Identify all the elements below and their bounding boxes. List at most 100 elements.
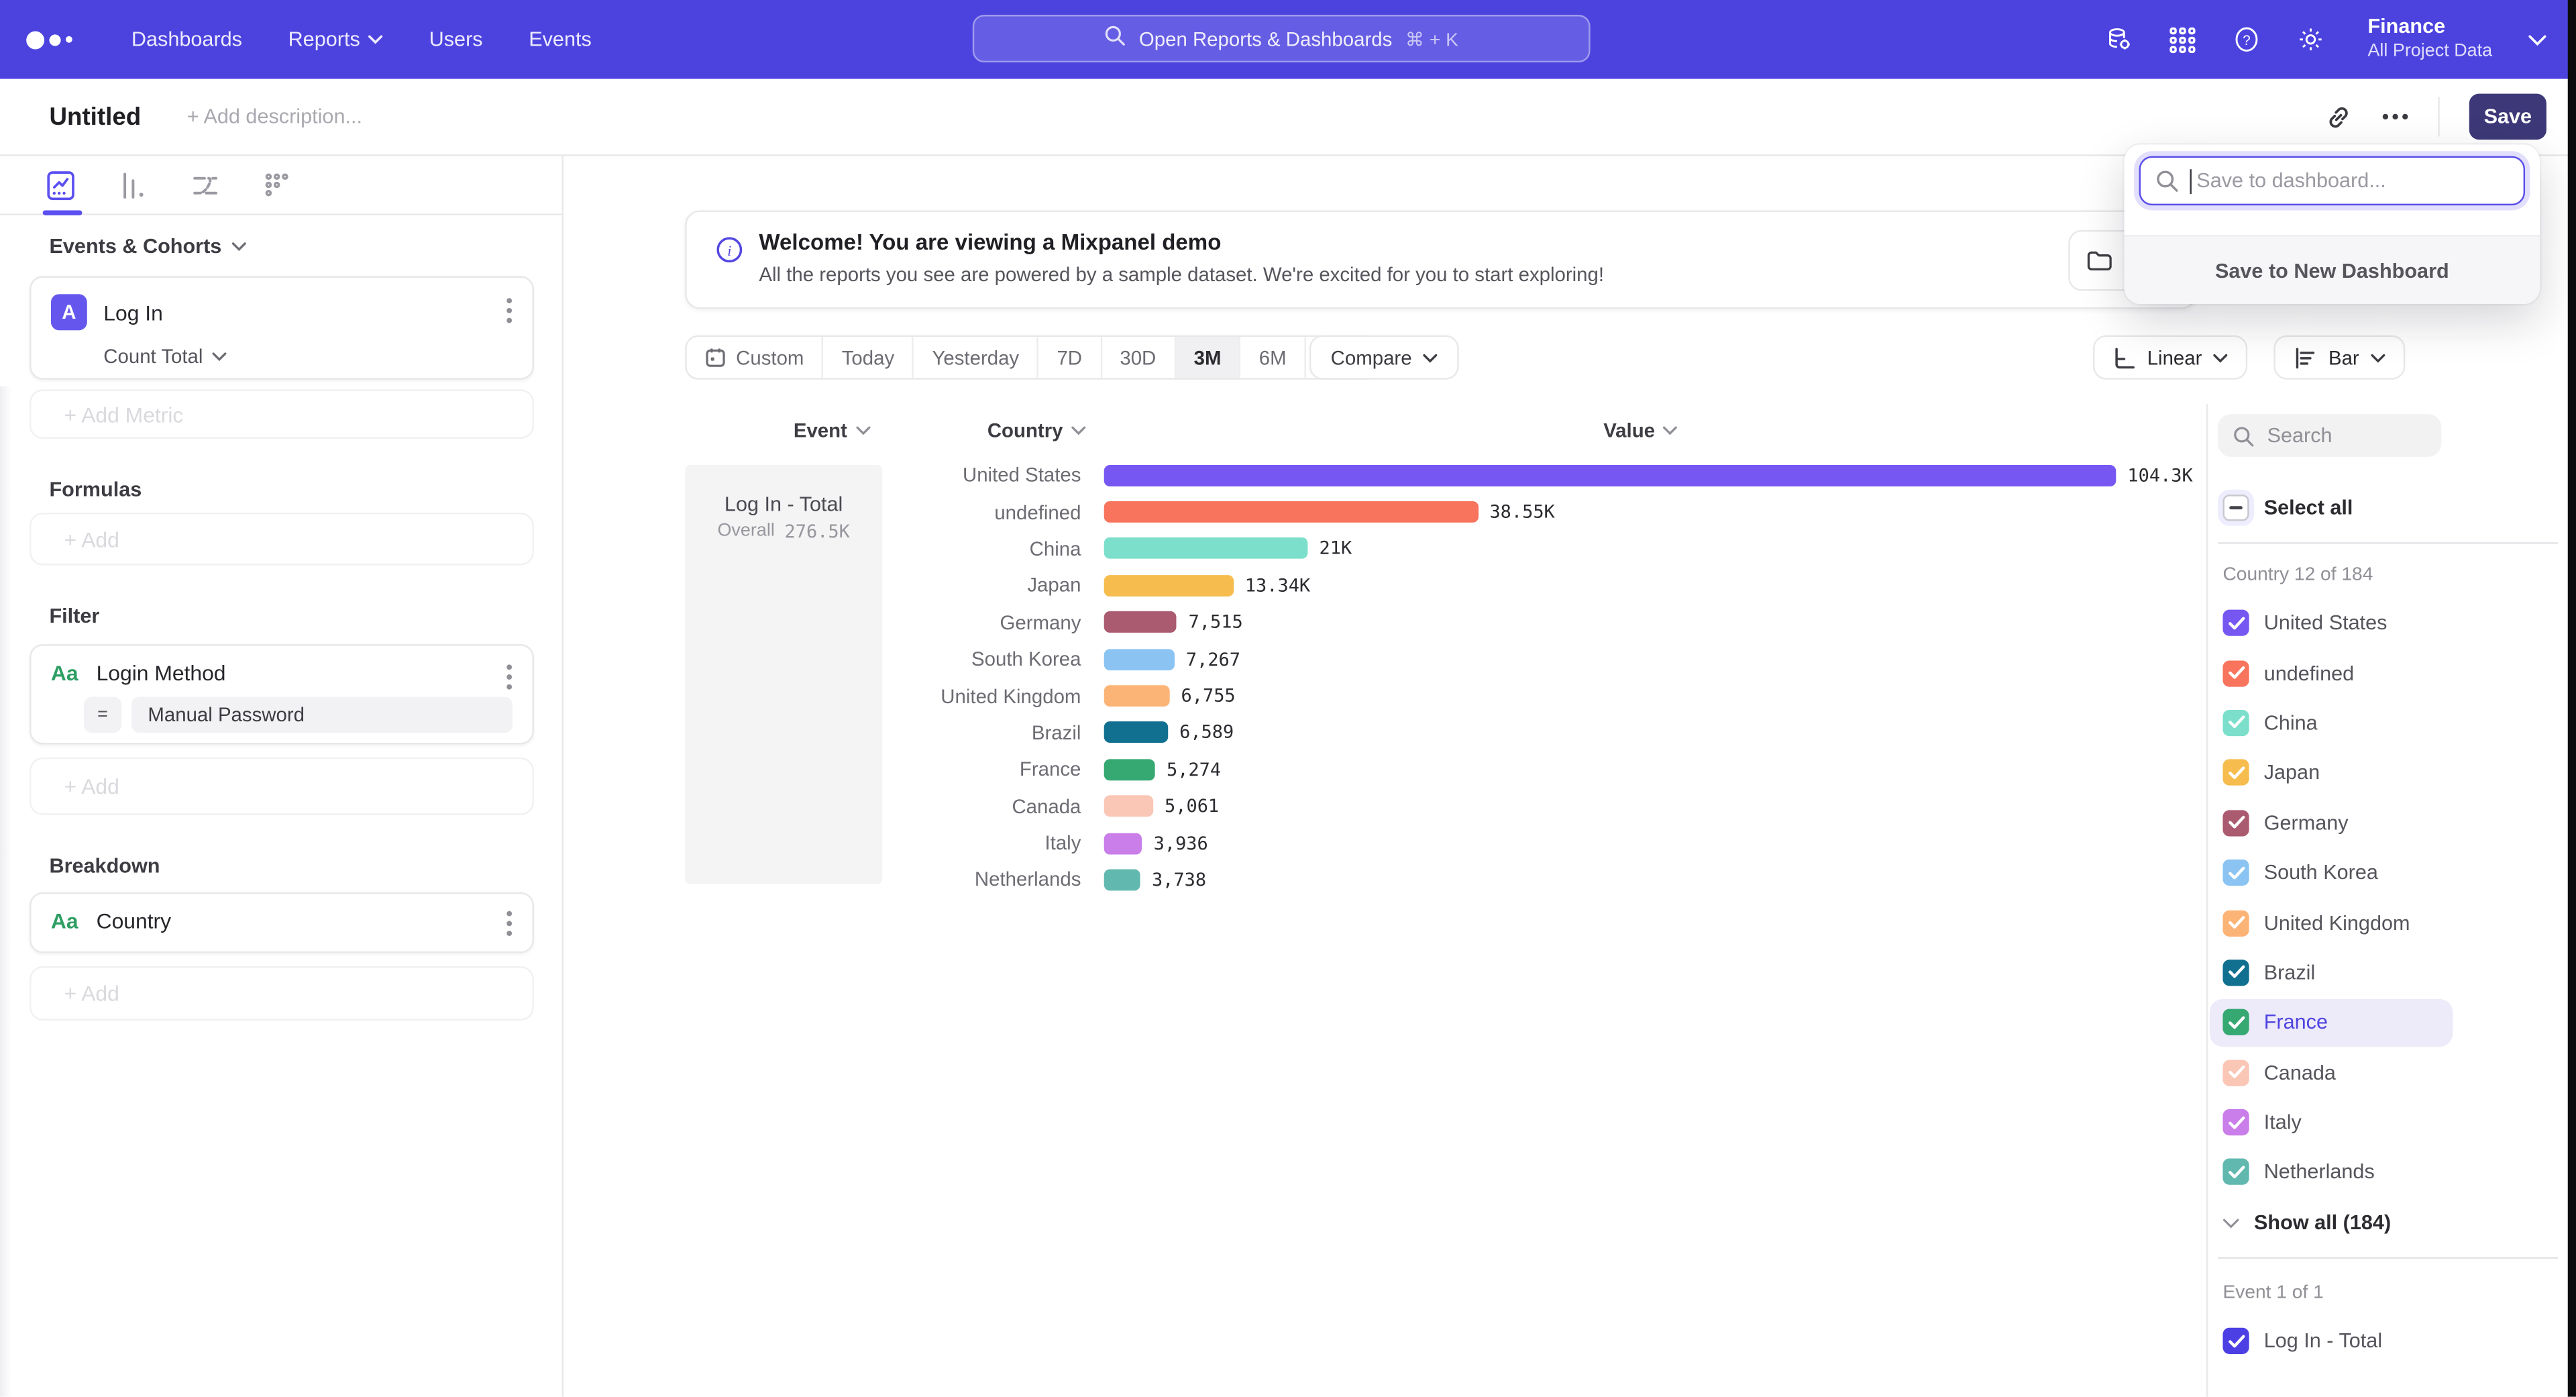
show-all-button[interactable]: Show all (184) (2222, 1211, 2391, 1234)
bar[interactable] (1104, 685, 1170, 707)
checked-checkbox-icon[interactable] (2222, 960, 2249, 986)
range-custom[interactable]: Custom (687, 337, 824, 378)
funnels-tab-icon[interactable] (115, 167, 151, 203)
event-name[interactable]: Log In (103, 299, 163, 325)
bar[interactable] (1104, 832, 1142, 854)
checked-checkbox-icon[interactable] (2222, 1059, 2249, 1086)
event-series-list: Log In - Total (2208, 1316, 2569, 1366)
checked-checkbox-icon[interactable] (2222, 1009, 2249, 1036)
series-checkbox-item[interactable]: Netherlands (2208, 1147, 2569, 1197)
project-chevron-down-icon[interactable] (2528, 34, 2546, 45)
column-header-country[interactable]: Country (987, 419, 1086, 442)
series-checkbox-item[interactable]: Log In - Total (2208, 1316, 2569, 1366)
indeterminate-checkbox-icon (2222, 495, 2249, 521)
select-all-checkbox[interactable]: Select all (2222, 495, 2353, 521)
bar[interactable] (1104, 611, 1177, 633)
project-switcher[interactable]: Finance All Project Data (2367, 15, 2492, 64)
range-today[interactable]: Today (824, 337, 914, 378)
range-3m-active[interactable]: 3M (1175, 337, 1241, 378)
checked-checkbox-icon[interactable] (2222, 909, 2249, 936)
series-checkbox-item[interactable]: United States (2208, 598, 2569, 648)
range-7d[interactable]: 7D (1039, 337, 1102, 378)
bar-value-label: 6,589 (1179, 722, 1234, 743)
range-6m[interactable]: 6M (1241, 337, 1306, 378)
series-checkbox-item[interactable]: Germany (2208, 798, 2569, 847)
add-metric-button[interactable]: + Add Metric (30, 389, 534, 439)
bar[interactable] (1104, 501, 1479, 523)
apps-grid-icon[interactable] (2169, 25, 2197, 54)
filter-property[interactable]: Login Method (96, 660, 226, 686)
series-checkbox-item[interactable]: Japan (2208, 748, 2569, 798)
column-header-event[interactable]: Event (794, 419, 870, 442)
checked-checkbox-icon[interactable] (2222, 860, 2249, 886)
nav-users[interactable]: Users (429, 28, 483, 51)
bar[interactable] (1104, 574, 1234, 597)
mixpanel-logo-icon[interactable] (26, 30, 85, 49)
series-checkbox-item[interactable]: Brazil (2208, 947, 2569, 997)
events-cohorts-header[interactable]: Events & Cohorts (49, 235, 246, 258)
nav-events[interactable]: Events (529, 28, 592, 51)
checked-checkbox-icon[interactable] (2222, 809, 2249, 836)
checked-checkbox-icon[interactable] (2222, 610, 2249, 637)
checked-checkbox-icon[interactable] (2222, 1328, 2249, 1355)
nav-dashboards[interactable]: Dashboards (131, 28, 242, 51)
bar[interactable] (1104, 869, 1140, 891)
scale-selector[interactable]: Linear (2092, 335, 2248, 380)
series-checkbox-item[interactable]: China (2208, 698, 2569, 747)
event-group-label: Event 1 of 1 (2222, 1283, 2324, 1304)
global-search-input[interactable]: Open Reports & Dashboards ⌘ + K (972, 15, 1591, 63)
filter-operator[interactable]: = (83, 696, 122, 733)
column-header-value[interactable]: Value (1603, 419, 1678, 442)
checked-checkbox-icon[interactable] (2222, 1109, 2249, 1136)
checked-checkbox-icon[interactable] (2222, 660, 2249, 686)
nav-reports[interactable]: Reports (288, 28, 384, 51)
data-management-icon[interactable] (2105, 25, 2133, 54)
checked-checkbox-icon[interactable] (2222, 760, 2249, 786)
range-30d[interactable]: 30D (1102, 337, 1176, 378)
checked-checkbox-icon[interactable] (2222, 1159, 2249, 1186)
add-formula-button[interactable]: + Add (30, 513, 534, 566)
help-icon[interactable]: ? (2233, 25, 2261, 54)
compare-button[interactable]: Compare (1309, 335, 1460, 380)
insights-tab-icon[interactable] (42, 167, 83, 215)
copy-link-icon[interactable] (2324, 103, 2353, 131)
bar[interactable] (1104, 795, 1153, 817)
kebab-menu-icon[interactable] (506, 664, 513, 690)
bar[interactable] (1104, 464, 2116, 486)
retention-tab-icon[interactable] (260, 167, 296, 203)
series-checkbox-item[interactable]: South Korea (2208, 848, 2569, 898)
add-filter-button[interactable]: + Add (30, 757, 534, 815)
breakdown-card[interactable]: Aa Country (30, 892, 534, 953)
checked-checkbox-icon[interactable] (2222, 709, 2249, 737)
report-title[interactable]: Untitled (49, 103, 142, 131)
series-checkbox-item[interactable]: Italy (2208, 1098, 2569, 1147)
metric-card[interactable]: A Log In Count Total (30, 276, 534, 380)
aggregation-selector[interactable]: Count Total (103, 345, 532, 368)
filter-card[interactable]: Aa Login Method = Manual Password (30, 644, 534, 745)
kebab-menu-icon[interactable] (506, 911, 513, 937)
event-series-cell[interactable]: Log In - Total Overall 276.5K (685, 465, 883, 884)
breakdown-property[interactable]: Country (96, 909, 172, 934)
flows-tab-icon[interactable] (187, 167, 223, 203)
bar[interactable] (1104, 722, 1168, 743)
settings-gear-icon[interactable] (2297, 25, 2325, 54)
kebab-menu-icon[interactable] (506, 297, 513, 323)
save-to-new-dashboard-button[interactable]: Save to New Dashboard (2124, 235, 2540, 305)
more-options-icon[interactable] (2382, 113, 2408, 120)
series-checkbox-item[interactable]: undefined (2208, 648, 2569, 698)
save-button[interactable]: Save (2469, 93, 2546, 140)
save-dashboard-search-input[interactable]: Save to dashboard... (2139, 156, 2526, 206)
filter-value[interactable]: Manual Password (131, 696, 513, 733)
series-checkbox-item[interactable]: United Kingdom (2208, 898, 2569, 947)
chart-type-selector[interactable]: Bar (2274, 335, 2406, 380)
save-to-dashboard-popup: Save to dashboard... Save to New Dashboa… (2124, 144, 2540, 305)
add-description-button[interactable]: + Add description... (186, 105, 363, 129)
series-checkbox-item[interactable]: Canada (2208, 1047, 2569, 1097)
range-yesterday[interactable]: Yesterday (914, 337, 1039, 378)
bar[interactable] (1104, 758, 1155, 780)
bar[interactable] (1104, 537, 1308, 560)
add-breakdown-button[interactable]: + Add (30, 966, 534, 1021)
bar[interactable] (1104, 648, 1175, 670)
series-checkbox-item[interactable]: France (2208, 998, 2569, 1047)
series-search-input[interactable]: Search (2218, 414, 2442, 457)
